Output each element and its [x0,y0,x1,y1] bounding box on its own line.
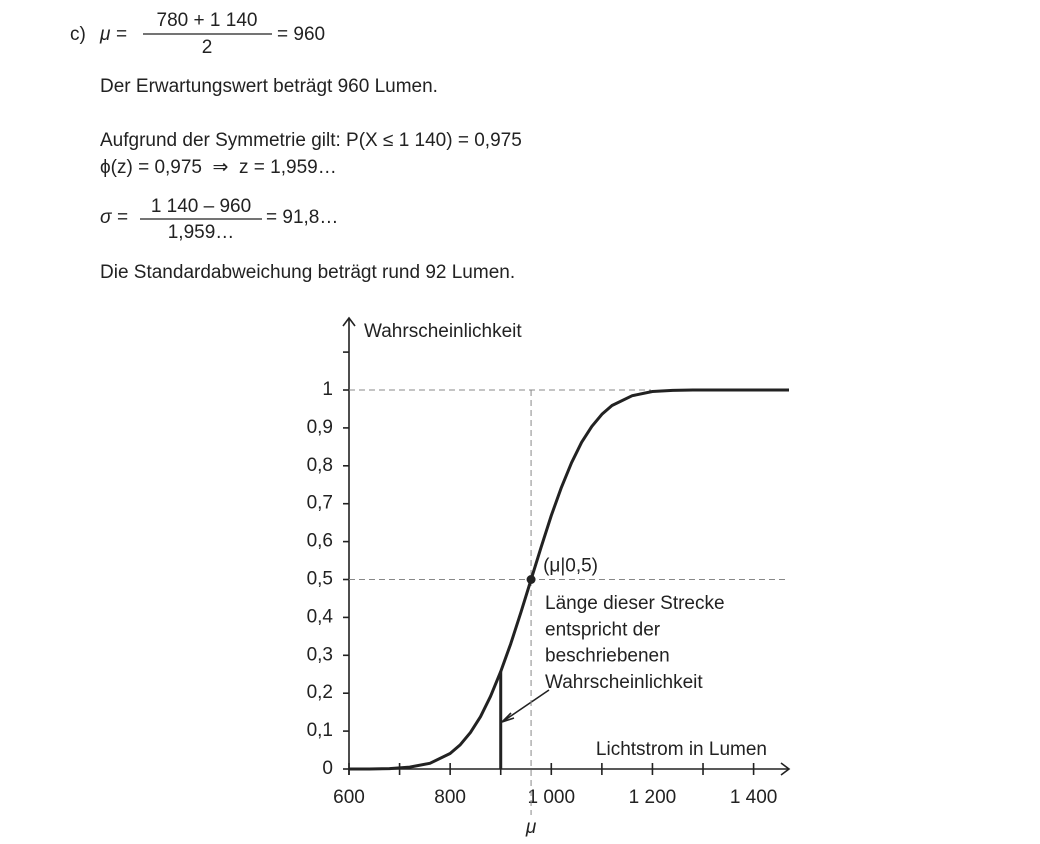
sigma-numerator: 1 140 – 960 [151,196,251,217]
phi-text: ϕ(z) = 0,975 ⇒ z = 1,959… [100,157,337,178]
x-tick-label: 600 [333,787,365,808]
cdf-curve [349,388,789,771]
annotation-text: entspricht der [545,619,661,640]
annotation-text: Wahrscheinlichkeit [545,672,703,693]
y-tick-label: 0,2 [307,682,333,703]
mu-label: μ [525,817,537,838]
point-label: (μ|0,5) [543,556,598,577]
x-axis-arrow [780,762,791,776]
sigma-rhs: = 91,8… [266,207,338,228]
y-tick-label: 0 [322,758,333,779]
mu-point [526,575,536,585]
y-tick-label: 0,9 [307,417,333,438]
y-tick-label: 0,3 [307,644,333,665]
x-tick-label: 800 [434,787,466,808]
mu-denominator: 2 [202,37,213,58]
y-tick-label: 0,1 [307,720,333,741]
x-tick-label: 1 200 [629,787,677,808]
mu-numerator: 780 + 1 140 [157,10,258,31]
y-tick-label: 0,5 [307,569,333,590]
x-axis-label: Lichtstrom in Lumen [596,739,767,760]
sigma-lhs: σ = [100,207,128,228]
annotation-text: Länge dieser Strecke [545,593,725,614]
y-axis-arrow [342,316,356,327]
expectation-text: Der Erwartungswert beträgt 960 Lumen. [100,76,438,97]
sigma-denominator: 1,959… [168,222,235,243]
y-tick-label: 0,7 [307,493,333,514]
mu-rhs: = 960 [277,24,325,45]
y-axis-label: Wahrscheinlichkeit [364,321,522,342]
symmetry-text: Aufgrund der Symmetrie gilt: P(X ≤ 1 140… [100,130,522,151]
sd-text: Die Standardabweichung beträgt rund 92 L… [100,262,515,283]
annotation-text: beschriebenen [545,646,670,667]
part-label: c) [70,24,86,45]
y-tick-label: 0,6 [307,531,333,552]
y-tick-label: 1 [322,379,333,400]
x-tick-label: 1 000 [528,787,576,808]
annotation-arrow [501,689,550,723]
y-tick-label: 0,8 [307,455,333,476]
mu-lhs: μ = [99,24,127,45]
y-tick-label: 0,4 [307,606,334,627]
x-tick-label: 1 400 [730,787,778,808]
